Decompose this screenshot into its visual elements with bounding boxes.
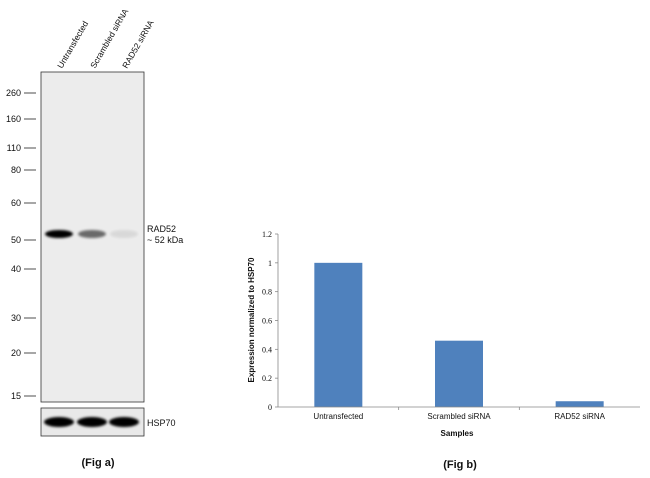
rad52-band bbox=[78, 230, 106, 238]
y-tick-label: 1 bbox=[268, 259, 272, 268]
lane-label: Untransfected bbox=[55, 19, 90, 70]
bar-chart: 0 0.2 0.4 0.6 0.8 1 1.2 Untransfected Scrambled… bbox=[247, 230, 640, 471]
y-axis-label: Expression normalized to HSP70 bbox=[247, 257, 256, 382]
y-axis: 0 0.2 0.4 0.6 0.8 1 1.2 bbox=[262, 230, 279, 412]
hsp70-band bbox=[77, 417, 107, 427]
marker-label: 40 bbox=[11, 264, 21, 274]
molecular-weight-markers: 260 160 110 80 60 50 40 30 20 15 bbox=[6, 88, 36, 401]
bars bbox=[314, 262, 604, 407]
rad52-band bbox=[45, 230, 73, 238]
bar bbox=[314, 262, 363, 407]
hsp70-bands bbox=[44, 417, 139, 427]
x-axis: Untransfected Scrambled siRNA RAD52 siRNA bbox=[278, 406, 640, 421]
x-axis-label: Samples bbox=[441, 429, 474, 438]
lane-label: RAD52 siRNA bbox=[120, 18, 156, 70]
marker-label: 30 bbox=[11, 313, 21, 323]
band-label: RAD52 bbox=[147, 224, 176, 234]
marker-label: 160 bbox=[6, 114, 21, 124]
x-tick-label: Scrambled siRNA bbox=[427, 412, 491, 421]
fig-b-caption: (Fig b) bbox=[443, 459, 477, 471]
rad52-bands bbox=[45, 230, 138, 238]
y-tick-label: 0.6 bbox=[262, 317, 272, 326]
hsp70-band bbox=[44, 417, 74, 427]
fig-a-caption: (Fig a) bbox=[82, 457, 115, 469]
y-tick-label: 0.2 bbox=[262, 374, 272, 383]
y-tick-label: 0.4 bbox=[262, 345, 272, 354]
loading-control-label: HSP70 bbox=[147, 418, 176, 428]
marker-label: 20 bbox=[11, 348, 21, 358]
bar bbox=[555, 401, 604, 407]
marker-label: 50 bbox=[11, 235, 21, 245]
marker-label: 15 bbox=[11, 391, 21, 401]
band-size: ~ 52 kDa bbox=[147, 235, 183, 245]
hsp70-band bbox=[109, 417, 139, 427]
marker-label: 80 bbox=[11, 165, 21, 175]
bar bbox=[435, 340, 483, 407]
y-tick-label: 0.8 bbox=[262, 288, 272, 297]
y-tick-label: 1.2 bbox=[262, 230, 272, 239]
rad52-band bbox=[110, 230, 138, 238]
y-tick-label: 0 bbox=[268, 403, 272, 412]
x-tick-label: RAD52 siRNA bbox=[554, 412, 605, 421]
marker-label: 110 bbox=[7, 143, 21, 153]
x-tick-label: Untransfected bbox=[313, 412, 363, 421]
marker-label: 60 bbox=[11, 198, 21, 208]
marker-label: 260 bbox=[6, 88, 21, 98]
